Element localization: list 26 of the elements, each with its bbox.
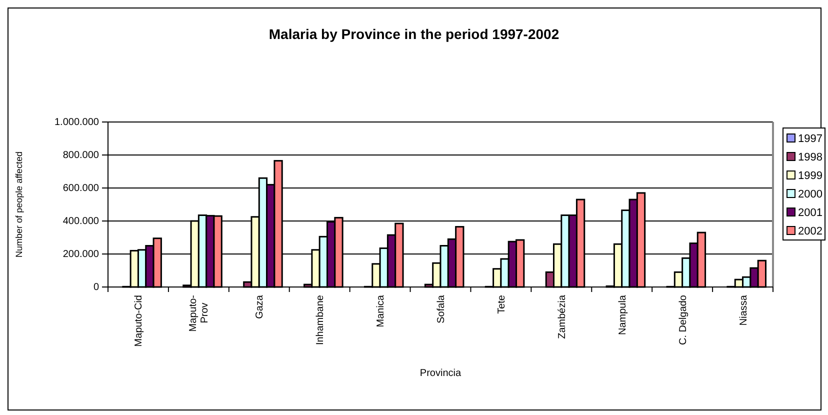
x-tick-label: Sofala bbox=[436, 294, 447, 324]
y-tick-label: 200.000 bbox=[62, 249, 100, 260]
x-tick-label: Maputo-Prov bbox=[188, 295, 211, 332]
x-tick-label: Inhambane bbox=[315, 294, 326, 346]
x-tick-label: Manica bbox=[376, 294, 387, 328]
x-tick-label: Nampula bbox=[617, 294, 628, 336]
x-axis-title: Provincia bbox=[420, 368, 462, 379]
y-tick-label: 400.000 bbox=[62, 216, 100, 228]
legend-label: 2001 bbox=[798, 207, 822, 219]
legend-label: 1999 bbox=[798, 170, 822, 182]
y-tick-label: 0 bbox=[93, 282, 100, 294]
x-tick-label: C. Delgado bbox=[678, 294, 689, 346]
x-tick-label: Gaza bbox=[254, 294, 266, 319]
x-tick-label: Maputo-Cid bbox=[134, 295, 145, 347]
y-tick-label: 600.000 bbox=[62, 183, 100, 194]
legend-label: 1998 bbox=[798, 152, 822, 164]
y-axis-title: Number of people affected bbox=[14, 152, 24, 258]
x-tick-label: Tete bbox=[496, 294, 508, 314]
chart-title: Malaria by Province in the period 1997-2002 bbox=[268, 26, 560, 42]
y-tick-label: 1.000.000 bbox=[54, 117, 100, 128]
legend-label: 2002 bbox=[798, 226, 822, 238]
y-tick-label: 800.000 bbox=[62, 150, 100, 162]
legend-label: 2000 bbox=[798, 188, 822, 200]
x-tick-label: Zambézia bbox=[556, 294, 568, 339]
x-tick-label: Niassa bbox=[738, 294, 750, 326]
legend-label: 1997 bbox=[798, 133, 822, 145]
